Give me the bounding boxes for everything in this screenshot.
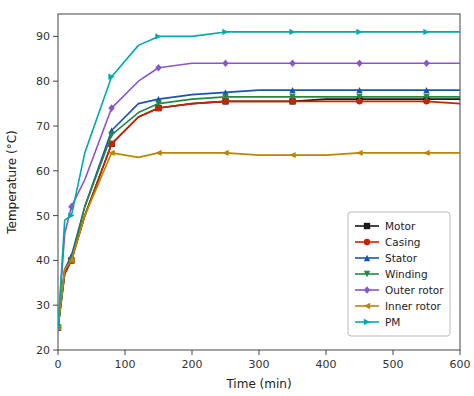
x-tick-label: 600 [450,358,471,371]
axes: 0 100 200 300 400 500 600 20 30 40 50 60 70 80 90 [36,30,471,371]
x-tick [393,350,394,355]
chart: 0 100 200 300 400 500 600 20 30 40 50 60 70 80 90 Time … [0,0,474,396]
x-tick [58,350,59,355]
legend-marker [364,255,370,261]
legend-label: Inner rotor [385,300,442,312]
series-marker [356,150,362,156]
x-tick-label: 200 [182,358,203,371]
y-tick-label: 90 [36,30,50,43]
series-marker [289,87,295,93]
series-marker [108,104,114,112]
series-marker [423,150,429,156]
y-tick-label: 80 [36,75,50,88]
y-tick-label: 30 [36,299,50,312]
series-marker [356,29,362,35]
series-marker [108,132,114,138]
legend-marker [364,319,370,325]
series-marker [108,74,114,80]
series-marker [58,324,61,330]
x-tick-label: 400 [316,358,337,371]
y-tick-label: 20 [36,344,50,357]
legend-label: Outer rotor [385,284,444,296]
x-axis-label: Time (min) [225,377,291,391]
y-tick [53,305,58,306]
x-tick-label: 0 [55,358,62,371]
series-marker [222,29,228,35]
legend: Motor Casing Stator Winding Outer rotor Inner… [348,212,450,336]
y-tick [53,126,58,127]
series-marker [222,150,228,156]
y-tick [53,350,58,351]
series-marker [155,64,161,72]
x-tick-label: 500 [383,358,404,371]
y-tick [53,81,58,82]
y-tick-label: 40 [36,254,50,267]
y-tick [53,170,58,171]
series-line [58,63,460,327]
y-tick-label: 50 [36,210,50,223]
x-tick [125,350,126,355]
y-tick [53,260,58,261]
x-tick [259,350,260,355]
series-marker [356,87,362,93]
series-marker [155,150,161,156]
series-marker [222,59,228,67]
legend-marker [364,286,370,294]
series-marker [289,29,295,35]
plot-frame [58,14,460,350]
x-tick [326,350,327,355]
y-tick-label: 70 [36,120,50,133]
series-marker [423,59,429,67]
series-marker [423,29,429,35]
series-marker [289,59,295,67]
series-group [58,29,460,332]
series-line [58,90,460,327]
series-marker [356,94,362,100]
series-marker [356,59,362,67]
x-tick-label: 300 [249,358,270,371]
x-tick-label: 100 [115,358,136,371]
series-marker [222,94,228,100]
series-line [58,153,460,328]
series-marker [423,87,429,93]
series-marker [155,33,161,39]
legend-label: PM [385,316,400,328]
y-tick [53,36,58,37]
legend-label: Casing [385,236,420,248]
legend-marker [364,303,370,309]
series-marker [423,94,429,100]
y-tick [53,215,58,216]
y-axis-label: Temperature (°C) [5,130,19,235]
series-marker [289,152,295,158]
legend-label: Winding [385,268,428,280]
x-tick [192,350,193,355]
legend-label: Stator [385,252,418,264]
legend-marker [364,271,370,277]
legend-marker [364,239,370,245]
series-line [58,32,460,328]
x-tick [460,350,461,355]
legend-box [348,212,450,336]
series-marker [155,100,161,106]
legend-label: Motor [385,220,416,232]
legend-marker [364,223,370,229]
series-marker [108,150,114,156]
series-marker [68,212,74,218]
y-tick-label: 60 [36,165,50,178]
series-marker [289,94,295,100]
series-marker [68,257,74,263]
